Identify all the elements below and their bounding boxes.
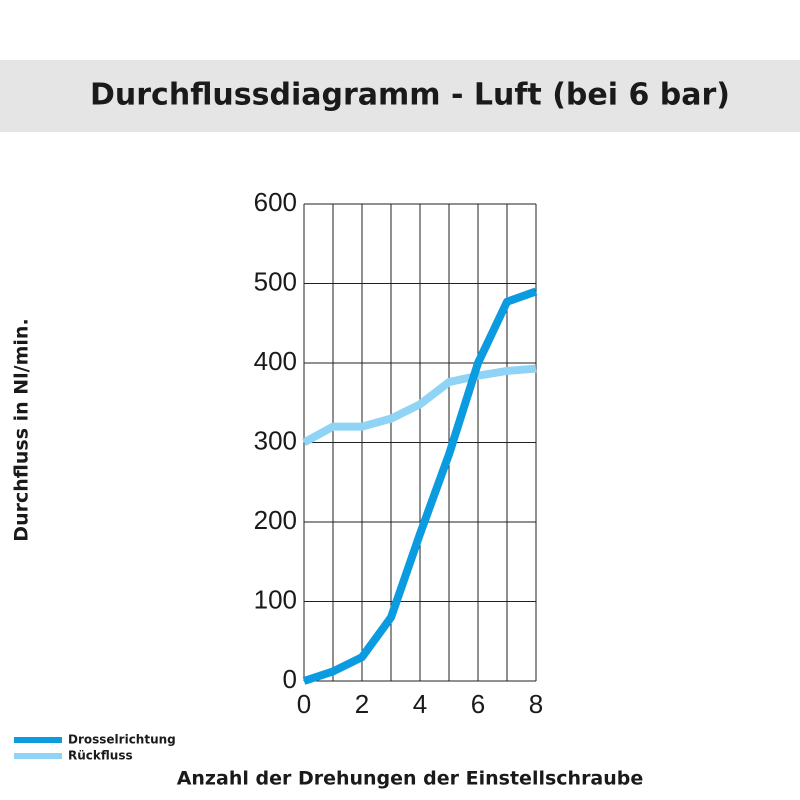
y-tick-label: 400 [254, 346, 297, 376]
legend-label: Rückfluss [68, 749, 133, 763]
legend-label: Drosselrichtung [68, 733, 176, 747]
title-bar [0, 60, 800, 132]
x-tick-label: 6 [471, 689, 485, 719]
y-tick-label: 500 [254, 266, 297, 296]
x-tick-label: 4 [413, 689, 427, 719]
x-tick-label: 2 [355, 689, 369, 719]
y-tick-label: 600 [254, 187, 297, 217]
series-line [302, 287, 538, 685]
x-tick-label: 8 [529, 689, 543, 719]
y-tick-label: 300 [254, 425, 297, 455]
chart-title: Durchflussdiagramm - Luft (bei 6 bar) [90, 78, 730, 113]
y-tick-label: 100 [254, 584, 297, 614]
x-axis-label: Anzahl der Drehungen der Einstellschraub… [177, 768, 644, 790]
series-line [302, 364, 537, 447]
y-axis-label: Durchfluss in Nl/min. [11, 318, 33, 541]
y-tick-label: 0 [283, 664, 297, 694]
x-tick-label: 0 [297, 689, 311, 719]
y-tick-label: 200 [254, 505, 297, 535]
